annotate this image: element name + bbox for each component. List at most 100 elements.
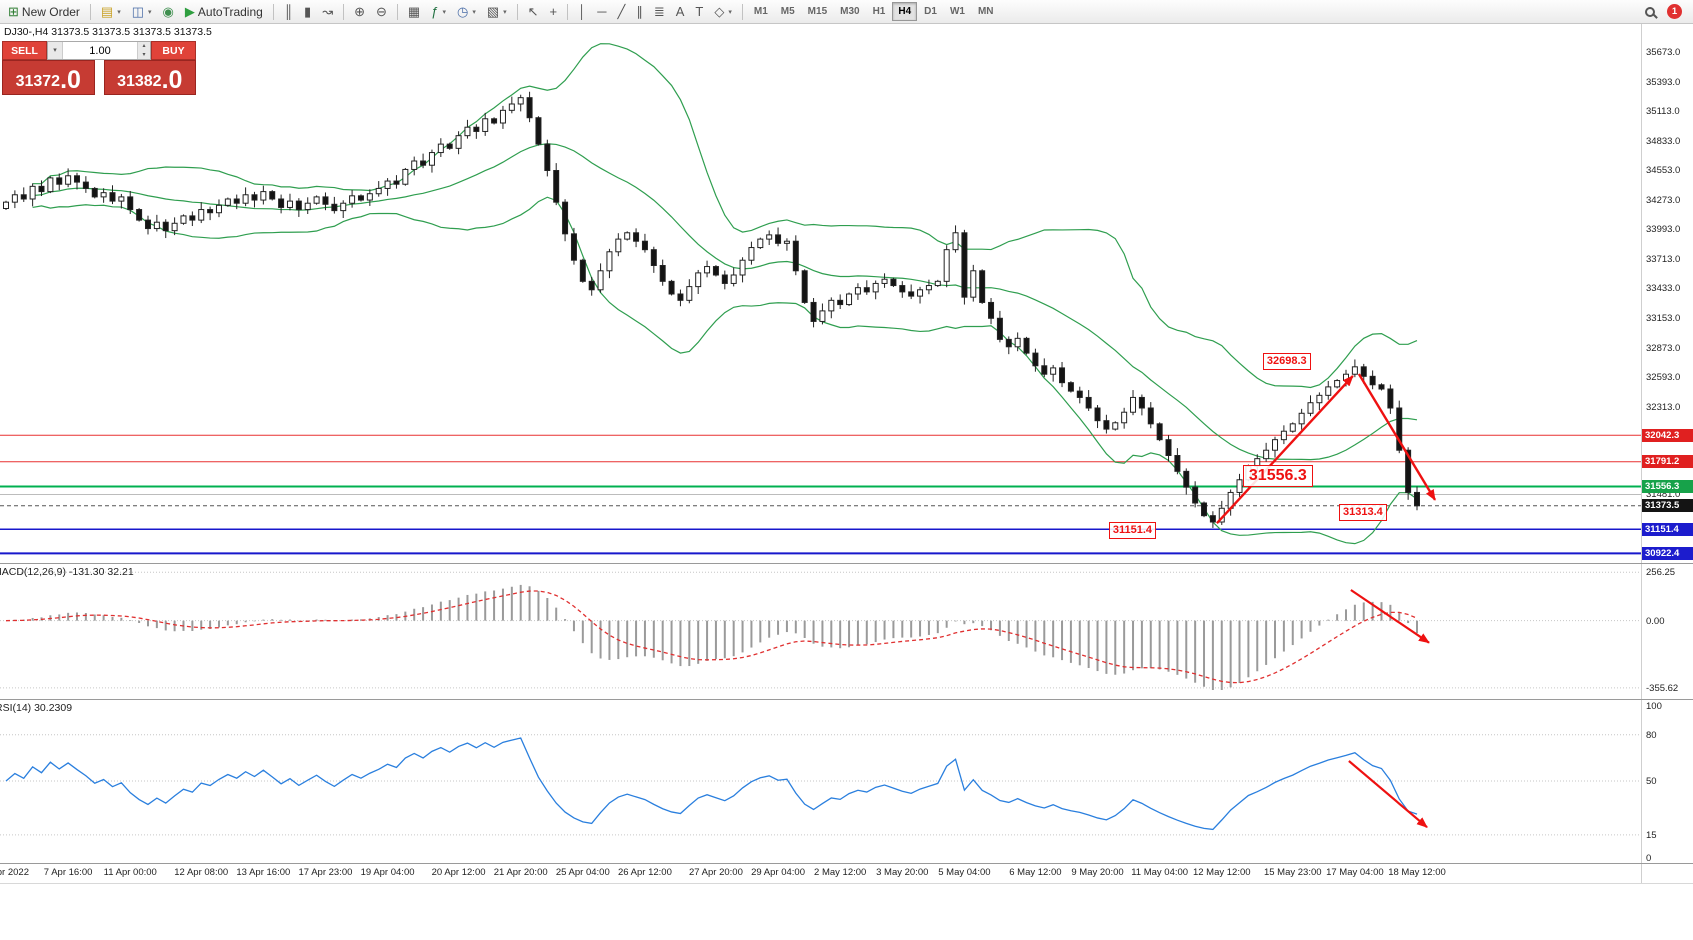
candlestick-chart-button[interactable]: ▮	[299, 1, 316, 22]
rsi-axis-label: 0	[1646, 853, 1652, 863]
crosshair-button[interactable]: +	[545, 1, 563, 22]
price-axis-label: 33713.0	[1646, 253, 1681, 265]
dropdown-arrow-icon: ▾	[503, 8, 507, 16]
time-axis-label: 12 Apr 08:00	[174, 867, 229, 878]
timeframe-m5[interactable]: M5	[775, 2, 801, 21]
cursor-button[interactable]: ↖	[523, 1, 544, 22]
tile-windows-button[interactable]: ▦	[403, 1, 425, 22]
price-axis-label: 35673.0	[1646, 46, 1681, 58]
toolbar-separator	[89, 3, 91, 20]
price-axis-label: 31481.0	[1646, 489, 1681, 501]
bollinger-band-line	[32, 143, 1418, 461]
sell-button[interactable]: SELL	[2, 41, 47, 60]
zoom-out-button[interactable]: ⊖	[371, 1, 392, 22]
crosshair-icon: +	[549, 4, 558, 19]
zoom-in-button[interactable]: ⊕	[349, 1, 370, 22]
price-axis-label: 32873.0	[1646, 342, 1681, 354]
text-button[interactable]: A	[671, 1, 690, 22]
autotrading-button[interactable]: ▶ AutoTrading	[180, 1, 268, 22]
dropdown-arrow-icon: ▾	[117, 8, 121, 16]
label-button[interactable]: T	[690, 1, 708, 22]
sell-price[interactable]: 31372.0	[2, 60, 95, 95]
volume-input[interactable]	[63, 42, 137, 59]
bar-chart-button[interactable]: ║	[279, 1, 298, 22]
search-icon	[1645, 6, 1655, 17]
trendline-button[interactable]: ╱	[612, 1, 630, 22]
price-tag: 30922.4	[1642, 546, 1693, 560]
spinner-up-icon[interactable]: ▴	[142, 43, 146, 49]
fibonacci-icon: ≣	[653, 4, 665, 19]
timeframe-m15[interactable]: M15	[802, 2, 833, 21]
chart-profiles-icon: ◫	[131, 4, 145, 19]
dropdown-arrow-icon: ▾	[728, 8, 732, 16]
price-chart[interactable]: DJ30-,H4 31373.5 31373.5 31373.5 31373.5…	[0, 24, 1641, 563]
price-axis-label: 33433.0	[1646, 283, 1681, 295]
annotation-support-price: 31556.3	[1242, 464, 1313, 487]
line-chart-button[interactable]: ↝	[317, 1, 338, 22]
rsi-panel[interactable]: RSI(14) 30.2309	[0, 700, 1641, 863]
time-axis-label: 7 Apr 16:00	[43, 867, 93, 878]
tile-windows-icon: ▦	[407, 4, 421, 19]
macd-label: MACD(12,26,9) -131.30 32.21	[0, 566, 134, 578]
rsi-axis-label: 80	[1646, 729, 1657, 741]
rsi-axis[interactable]: 100 80 50 15 0	[1641, 700, 1693, 863]
time-axis[interactable]: 7 Apr 2022 7 Apr 16:00 11 Apr 00:00 12 Apr …	[0, 864, 1693, 884]
chart-profiles-button[interactable]: ◫ ▾	[127, 1, 157, 22]
timeframe-h1[interactable]: H1	[867, 2, 892, 21]
timeframe-d1[interactable]: D1	[918, 2, 943, 21]
vertical-line-button[interactable]: │	[573, 1, 591, 22]
data-window-icon: ◉	[162, 4, 174, 19]
templates-button[interactable]: ▧ ▾	[482, 1, 512, 22]
macd-axis[interactable]: 256.25 0.00 -355.62	[1641, 564, 1693, 699]
time-axis-label: 26 Apr 12:00	[617, 867, 672, 878]
time-axis-label: 13 Apr 16:00	[236, 867, 291, 878]
price-axis-label: 34273.0	[1646, 194, 1681, 206]
bar-chart-icon: ║	[283, 4, 294, 19]
price-tag: 31151.4	[1642, 522, 1693, 536]
time-axis-label: 6 May 12:00	[1009, 867, 1062, 878]
symbol-info: DJ30-,H4 31373.5 31373.5 31373.5 31373.5	[4, 26, 212, 38]
buy-button[interactable]: BUY	[151, 41, 196, 60]
timeframe-m30[interactable]: M30	[834, 2, 865, 21]
time-axis-label: 18 May 12:00	[1388, 867, 1446, 878]
timeframe-w1[interactable]: W1	[944, 2, 971, 21]
zoom-in-icon: ⊕	[354, 4, 366, 19]
spinner-down-icon[interactable]: ▾	[142, 51, 146, 58]
macd-row: MACD(12,26,9) -131.30 32.21 256.25 0.00 -3…	[0, 564, 1693, 700]
price-axis-label: 34553.0	[1646, 165, 1681, 177]
timeframe-h4[interactable]: H4	[892, 2, 918, 21]
time-axis-label: 17 Apr 23:00	[298, 867, 353, 878]
dropdown-arrow-icon: ▾	[148, 8, 152, 16]
new-order-button[interactable]: ⊞ New Order	[3, 1, 85, 22]
new-chart-button[interactable]: ▤ ▾	[96, 1, 126, 22]
horizontal-line-button[interactable]: ─	[592, 1, 611, 22]
periods-button[interactable]: ◷ ▾	[452, 1, 481, 22]
time-axis-label: 11 Apr 00:00	[103, 867, 157, 878]
timeframe-mn[interactable]: MN	[972, 2, 1000, 21]
time-axis-label: 9 May 20:00	[1071, 867, 1124, 878]
one-click-trading-widget: SELL ▾ ▴▾ BUY 31372.0 31382.0	[2, 41, 196, 95]
price-axis-label: 35393.0	[1646, 76, 1681, 88]
price-axis[interactable]: 35673.0 35393.0 35113.0 34833.0 34553.0 34273…	[1641, 24, 1693, 563]
time-axis-label: 3 May 20:00	[876, 867, 929, 878]
notification-badge[interactable]: 1	[1667, 4, 1682, 19]
volume-dropdown-icon[interactable]: ▾	[48, 42, 63, 59]
timeframe-m1[interactable]: M1	[748, 2, 774, 21]
fibonacci-button[interactable]: ≣	[649, 1, 670, 22]
shapes-button[interactable]: ◇ ▾	[709, 1, 737, 22]
volume-control: ▾ ▴▾	[47, 41, 151, 60]
rsi-axis-label: 15	[1646, 829, 1657, 841]
buy-price[interactable]: 31382.0	[103, 60, 196, 95]
indicators-button[interactable]: ƒ ▾	[426, 1, 451, 22]
data-window-button[interactable]: ◉	[158, 1, 179, 22]
label-icon: T	[695, 4, 704, 19]
zoom-out-icon: ⊖	[376, 4, 387, 19]
price-axis-label: 32593.0	[1646, 372, 1681, 384]
volume-spinner[interactable]: ▴ ▾	[137, 42, 150, 59]
search-button[interactable]	[1640, 1, 1660, 22]
indicators-icon: ƒ	[431, 4, 439, 19]
channel-button[interactable]: ∥	[631, 1, 648, 22]
macd-panel[interactable]: MACD(12,26,9) -131.30 32.21	[0, 564, 1641, 699]
toolbar-separator	[567, 3, 569, 20]
